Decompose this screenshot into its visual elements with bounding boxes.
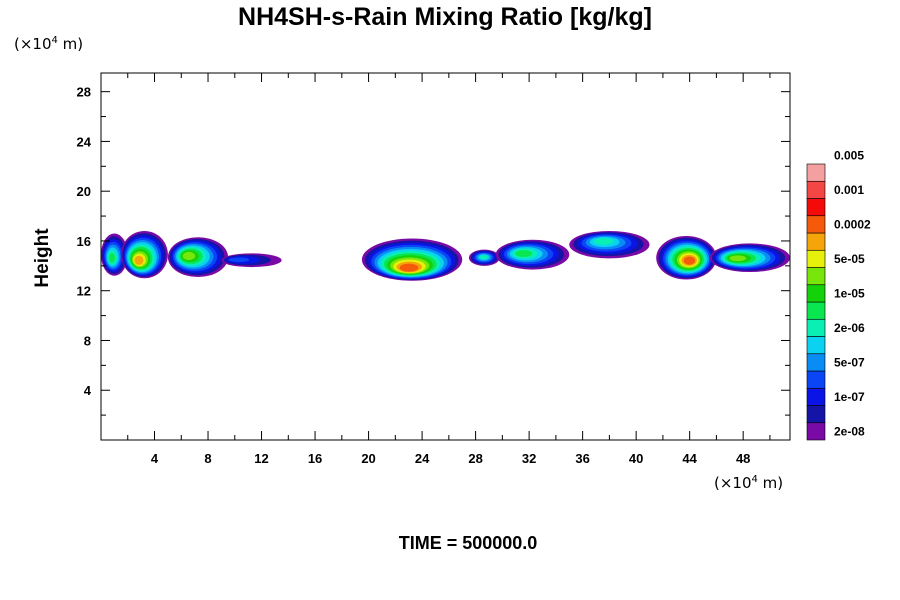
x-tick-label: 20 xyxy=(361,451,375,466)
y-tick-label: 16 xyxy=(77,234,91,249)
colorbar-swatch xyxy=(806,215,826,234)
cloud-region xyxy=(121,230,168,279)
x-tick-label: 48 xyxy=(736,451,750,466)
x-tick-label: 24 xyxy=(415,451,430,466)
colorbar-label: 1e-05 xyxy=(834,286,865,300)
cloud-region xyxy=(495,239,570,270)
x-unit-label: (×104 m) xyxy=(714,474,783,492)
y-tick-label: 12 xyxy=(77,284,91,299)
colorbar-swatch xyxy=(806,284,826,303)
cloud-field xyxy=(101,230,790,281)
colorbar-label: 0.0002 xyxy=(834,217,871,231)
contour-level xyxy=(479,255,488,260)
cloud-region xyxy=(167,237,229,278)
y-tick-label: 20 xyxy=(77,184,91,199)
contour-level xyxy=(134,255,144,265)
colorbar-swatch xyxy=(806,301,826,320)
x-tick-label: 16 xyxy=(308,451,322,466)
colorbar-swatch xyxy=(806,267,826,286)
contour-level xyxy=(593,238,614,245)
x-tick-label: 40 xyxy=(629,451,643,466)
colorbar-label: 5e-05 xyxy=(834,252,865,266)
colorbar-swatch xyxy=(806,422,826,441)
cloud-region xyxy=(569,230,650,259)
colorbar-swatch xyxy=(806,405,826,424)
y-tick-label: 4 xyxy=(84,383,92,398)
y-unit-label: (×104 m) xyxy=(14,35,83,53)
x-tick-label: 8 xyxy=(204,451,211,466)
x-tick-label: 28 xyxy=(468,451,482,466)
y-tick-label: 8 xyxy=(84,333,91,348)
colorbar-swatch xyxy=(806,353,826,372)
colorbar: 2e-08 1e-07 5e-07 2e-06 1e-05 5e-05 0.0002 0.00… xyxy=(806,148,871,441)
cloud-region xyxy=(361,238,463,281)
colorbar-swatch xyxy=(806,336,826,355)
contour-level xyxy=(228,257,250,263)
plot-frame xyxy=(100,72,791,441)
contour-level xyxy=(683,256,696,265)
contour-level xyxy=(399,263,419,272)
cloud-region xyxy=(468,249,500,266)
time-label: TIME = 500000.0 xyxy=(399,533,538,553)
contour-level xyxy=(515,250,533,257)
colorbar-label: 0.005 xyxy=(834,148,864,162)
contour-level xyxy=(729,255,747,262)
colorbar-swatch xyxy=(806,318,826,337)
x-tick-label: 44 xyxy=(682,451,697,466)
colorbar-label: 0.001 xyxy=(834,183,864,197)
x-tick-label: 36 xyxy=(575,451,589,466)
colorbar-swatch xyxy=(806,370,826,389)
cloud-region xyxy=(101,233,128,276)
cloud-region xyxy=(221,253,282,268)
colorbar-label: 2e-08 xyxy=(834,424,865,438)
x-tick-label: 12 xyxy=(254,451,268,466)
colorbar-label: 5e-07 xyxy=(834,355,865,369)
y-tick-label: 28 xyxy=(77,85,91,100)
colorbar-swatch xyxy=(806,180,826,199)
x-tick-label: 4 xyxy=(151,451,159,466)
colorbar-swatch xyxy=(806,163,826,182)
cloud-region xyxy=(656,235,717,280)
colorbar-swatch xyxy=(806,232,826,251)
colorbar-label: 2e-06 xyxy=(834,321,865,335)
chart-title: NH4SH-s-Rain Mixing Ratio [kg/kg] xyxy=(238,3,652,31)
colorbar-swatch xyxy=(806,198,826,217)
contour-level xyxy=(108,253,116,263)
colorbar-label: 1e-07 xyxy=(834,390,865,404)
colorbar-swatch xyxy=(806,249,826,268)
y-axis-label: Height xyxy=(32,228,53,288)
contour-level xyxy=(182,251,196,261)
y-tick-label: 24 xyxy=(77,134,92,149)
colorbar-swatch xyxy=(806,387,826,406)
x-tick-label: 32 xyxy=(522,451,536,466)
cloud-region xyxy=(709,243,790,273)
